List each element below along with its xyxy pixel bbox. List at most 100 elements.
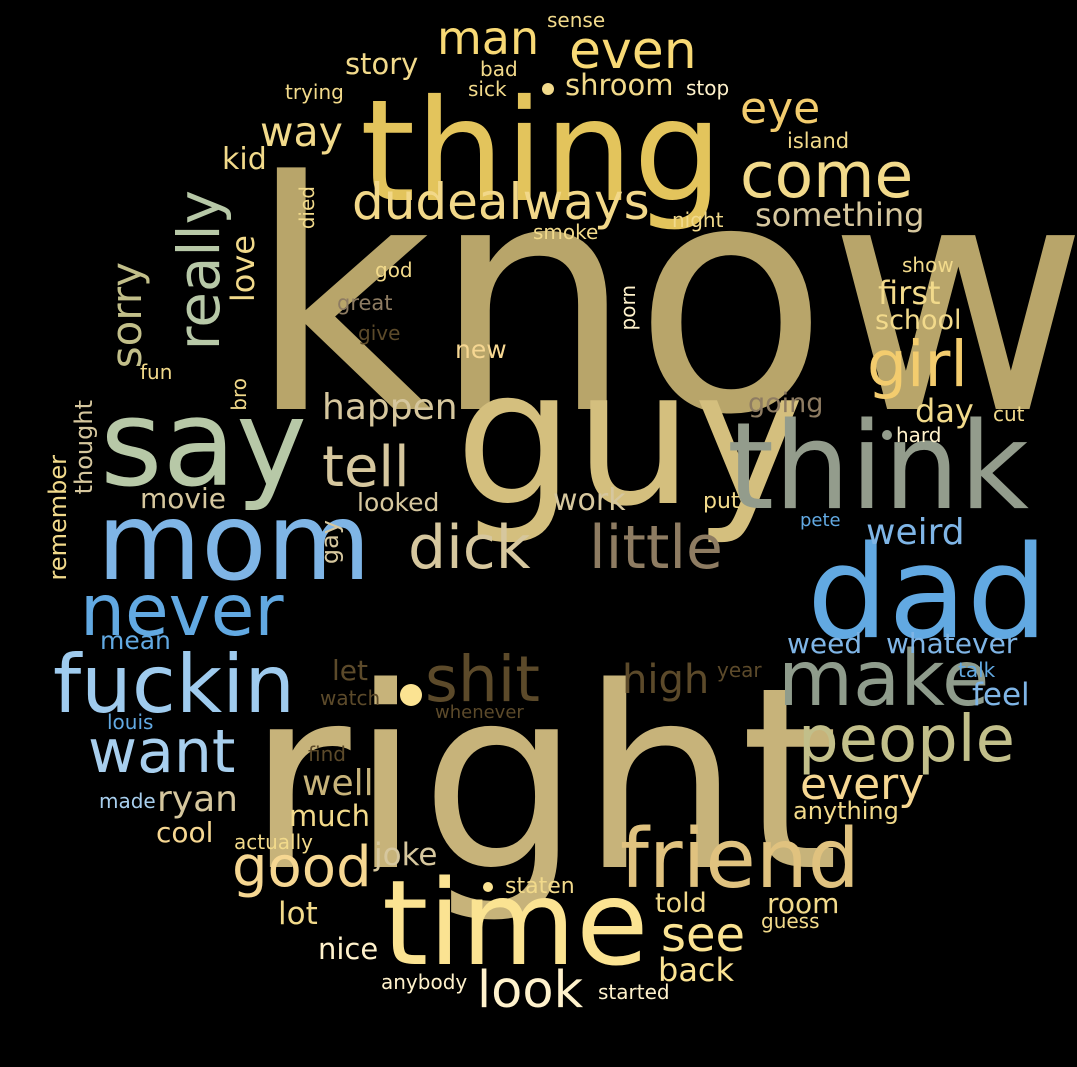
word-look: look	[477, 961, 584, 1020]
word-man: man	[437, 11, 540, 65]
word-something: something	[755, 196, 925, 234]
word-little: little	[589, 513, 723, 583]
word-talk: talk	[958, 658, 996, 682]
word-year: year	[717, 658, 762, 682]
word-think: think	[727, 398, 1029, 537]
word-cool: cool	[156, 816, 214, 849]
word-make: make	[778, 635, 990, 724]
word-even: even	[569, 21, 697, 81]
word-joke: joke	[374, 837, 438, 873]
word-friend: friend	[620, 812, 860, 907]
word-thing: thing	[360, 70, 723, 234]
word-lot: lot	[278, 896, 318, 932]
word-people: people	[798, 703, 1015, 777]
word-well: well	[302, 763, 374, 804]
dot-marker	[542, 83, 554, 95]
word-find: find	[308, 742, 346, 766]
word-see: see	[661, 907, 746, 963]
dot-marker	[483, 882, 493, 892]
word-dick: dick	[408, 513, 531, 583]
word-want: want	[88, 717, 236, 787]
word-mom: mom	[97, 481, 371, 605]
word-fuckin: fuckin	[53, 638, 296, 731]
word-great: great	[337, 291, 393, 315]
word-started: started	[598, 980, 670, 1004]
word-eye: eye	[740, 83, 821, 134]
word-tell: tell	[322, 435, 410, 500]
word-love: love	[224, 235, 262, 303]
word-guy: guy	[455, 329, 805, 548]
word-hard: hard	[896, 423, 942, 447]
word-going: going	[748, 388, 824, 419]
dot-marker	[400, 684, 422, 706]
word-every: every	[800, 759, 925, 810]
word-cut: cut	[993, 402, 1025, 426]
word-weird: weird	[866, 512, 965, 553]
word-trying: trying	[285, 80, 344, 104]
word-good: good	[232, 835, 372, 900]
word-mean: mean	[100, 626, 171, 655]
word-show: show	[902, 253, 954, 277]
word-whatever: whatever	[886, 627, 1018, 660]
word-stop: stop	[686, 76, 730, 100]
word-smoke: smoke	[533, 220, 599, 244]
word-watch: watch	[320, 686, 381, 710]
word-feel: feel	[972, 677, 1030, 713]
word-happen: happen	[322, 387, 458, 428]
word-weed: weed	[787, 627, 863, 660]
dot-marker	[882, 430, 892, 440]
word-anything: anything	[793, 797, 899, 825]
word-day: day	[915, 392, 974, 430]
word-dudealways: dudealways	[352, 173, 650, 231]
word-back: back	[658, 951, 735, 989]
word-right: right	[247, 634, 840, 927]
word-never: never	[80, 569, 284, 652]
word-remember: remember	[44, 455, 72, 581]
word-night: night	[672, 208, 724, 232]
word-ryan: ryan	[157, 779, 238, 820]
word-god: god	[375, 258, 413, 282]
word-anybody: anybody	[381, 970, 468, 994]
word-dad: dad	[807, 519, 1048, 668]
word-say: say	[100, 375, 308, 514]
word-room: room	[767, 887, 840, 920]
word-looked: looked	[357, 488, 440, 517]
word-shroom: shroom	[565, 68, 674, 102]
word-kid: kid	[222, 142, 267, 177]
word-nice: nice	[318, 932, 379, 966]
word-come: come	[740, 139, 914, 212]
word-whenever: whenever	[435, 702, 524, 723]
word-louis: louis	[107, 710, 154, 734]
word-put: put	[703, 489, 740, 514]
word-gay: gay	[316, 520, 344, 565]
word-way: way	[260, 108, 343, 156]
word-actually: actually	[234, 830, 313, 854]
word-shit: shit	[425, 643, 540, 716]
word-staten: staten	[505, 874, 575, 899]
word-told: told	[655, 888, 707, 919]
word-died: died	[295, 186, 319, 230]
word-girl: girl	[867, 328, 968, 401]
word-work: work	[553, 483, 626, 518]
word-bad: bad	[480, 57, 518, 81]
word-island: island	[787, 129, 850, 153]
word-new: new	[455, 335, 507, 364]
word-give: give	[358, 321, 401, 345]
word-fun: fun	[140, 360, 173, 384]
word-story: story	[345, 47, 419, 81]
word-sense: sense	[547, 8, 606, 32]
word-time: time	[382, 854, 649, 992]
word-high: high	[622, 657, 710, 703]
word-let: let	[332, 654, 368, 687]
word-school: school	[875, 305, 962, 336]
word-porn: porn	[616, 285, 640, 331]
word-made: made	[99, 789, 156, 813]
word-really: really	[165, 190, 233, 351]
word-much: much	[289, 799, 370, 833]
word-pete: pete	[800, 510, 841, 531]
word-movie: movie	[140, 482, 226, 515]
word-know: know	[248, 114, 1077, 484]
word-guess: guess	[761, 909, 820, 933]
word-first: first	[878, 274, 941, 312]
